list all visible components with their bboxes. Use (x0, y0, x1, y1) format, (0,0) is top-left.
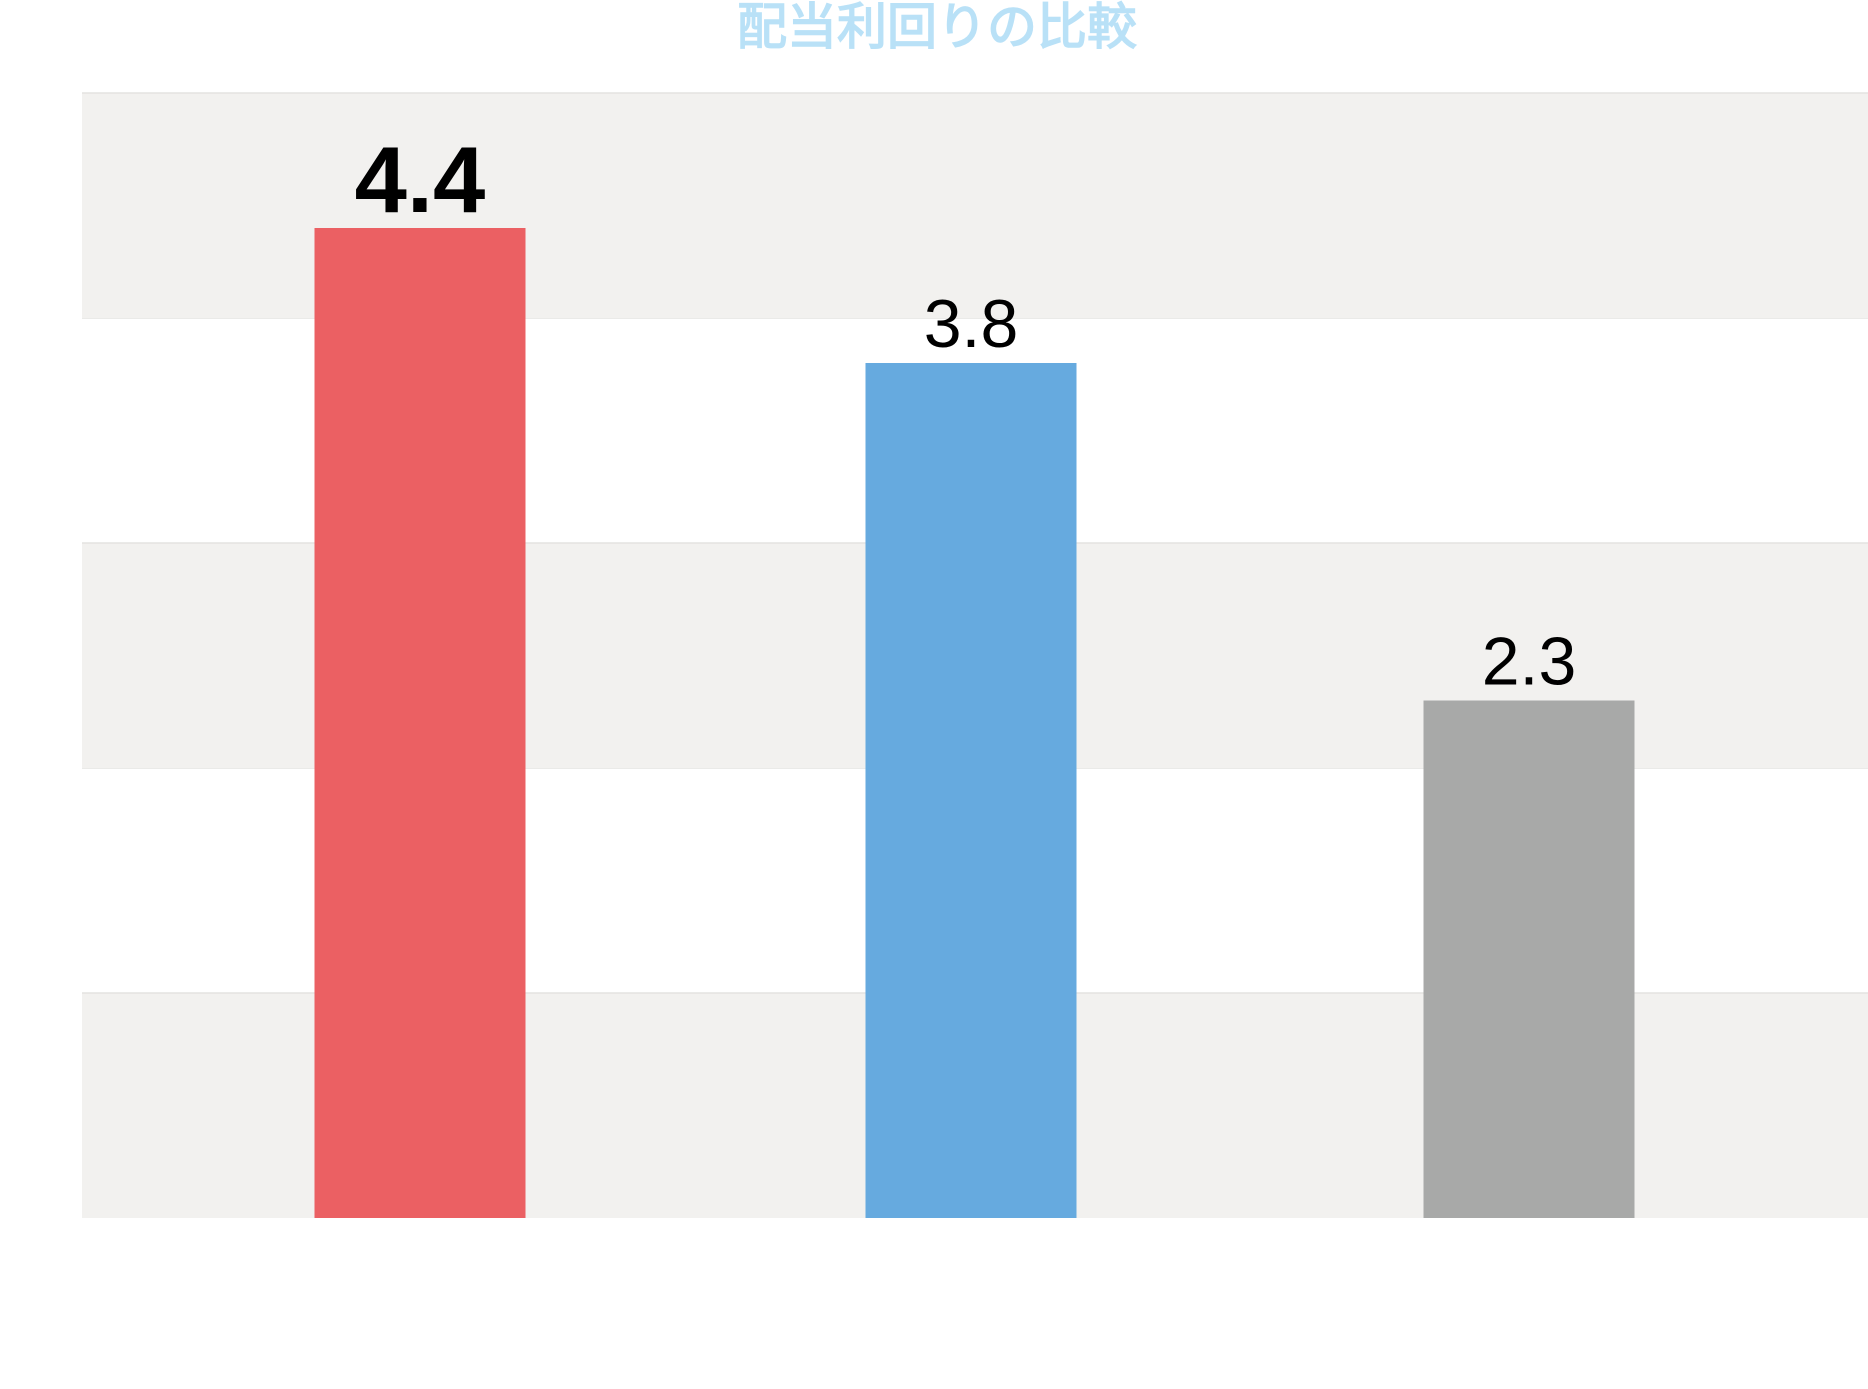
value-label-2: 3.8 (924, 286, 1019, 362)
value-labels: 4.4 3.8 2.3 (355, 127, 1577, 700)
bar-1 (314, 228, 526, 1218)
bars (314, 228, 1635, 1218)
chart-title: 配当利回りの比較 (737, 0, 1138, 56)
bar-2 (865, 363, 1077, 1218)
bar-3 (1423, 700, 1635, 1218)
value-label-1: 4.4 (355, 127, 486, 232)
value-label-3: 2.3 (1482, 624, 1577, 700)
